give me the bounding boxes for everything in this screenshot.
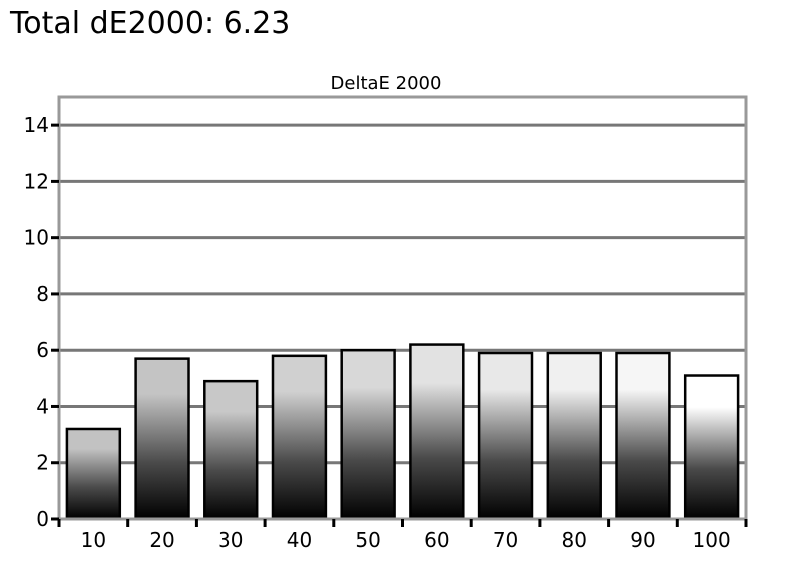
y-tick-label: 4: [36, 394, 49, 418]
x-tick-label: 100: [693, 528, 731, 552]
chart-title: DeltaE 2000: [331, 73, 442, 94]
x-tick-label: 30: [218, 528, 243, 552]
bar-30: [203, 379, 259, 521]
y-tick-label: 6: [36, 338, 49, 362]
x-tick-label: 80: [562, 528, 587, 552]
y-tick-label: 0: [36, 507, 49, 531]
y-tick-label: 12: [24, 169, 49, 193]
bar-20: [134, 357, 190, 521]
y-tick-label: 2: [36, 451, 49, 475]
bar-80: [546, 351, 602, 521]
y-tick-label: 8: [36, 282, 49, 306]
bar-60: [409, 343, 465, 521]
y-tick-label: 10: [24, 226, 49, 250]
axes: 0 2 4 6 8 10 12 14 10 20 30 40 50 60 70 80 90 100: [24, 113, 748, 552]
x-tick-label: 50: [355, 528, 380, 552]
x-tick-label: 90: [630, 528, 655, 552]
x-tick-label: 20: [149, 528, 174, 552]
y-tick-label: 14: [24, 113, 49, 137]
x-tick-label: 70: [493, 528, 518, 552]
bar-40: [271, 354, 328, 521]
bar-70: [477, 351, 534, 521]
x-tick-label: 60: [424, 528, 449, 552]
bar-50: [340, 348, 396, 521]
page-title: Total dE2000: 6.23: [10, 6, 291, 41]
x-tick-label: 40: [287, 528, 312, 552]
bar-10: [65, 427, 122, 521]
bars: [65, 343, 740, 521]
bar-100: [683, 374, 740, 521]
bar-90: [615, 351, 671, 521]
x-tick-label: 10: [81, 528, 106, 552]
